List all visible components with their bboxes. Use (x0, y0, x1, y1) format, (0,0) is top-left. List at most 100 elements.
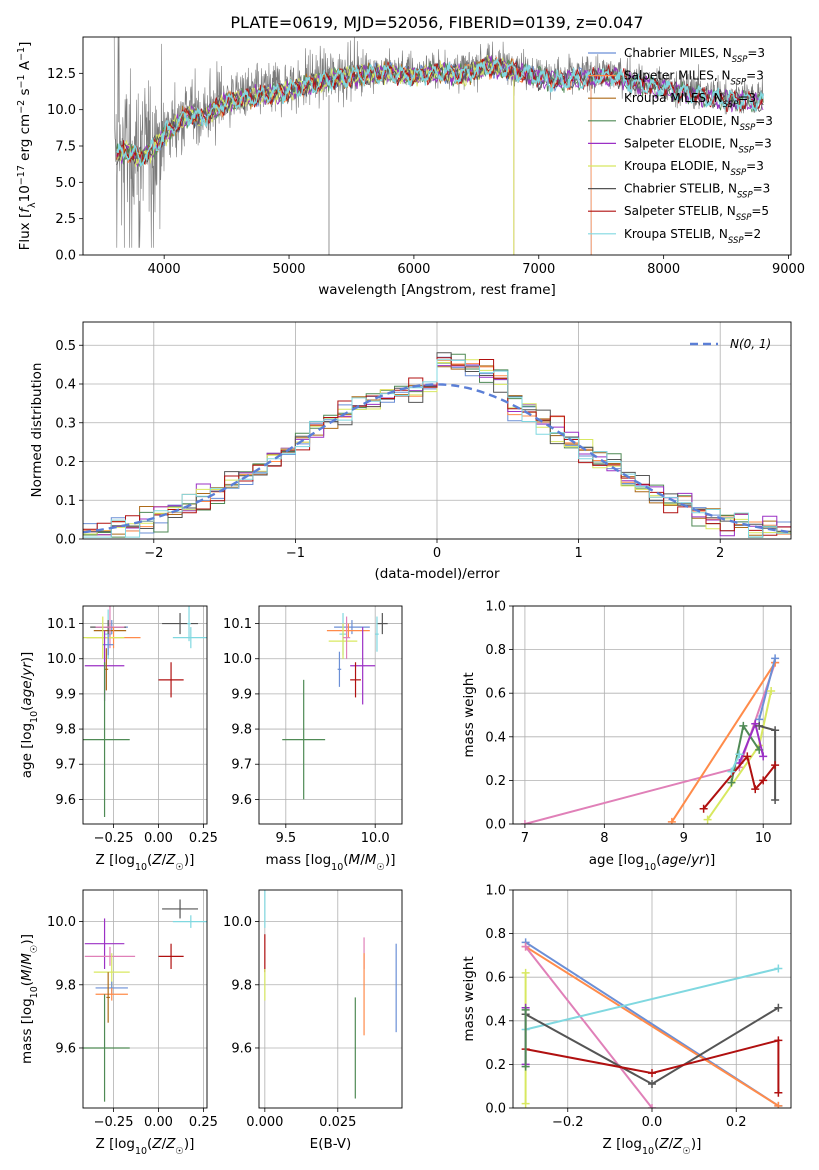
x-tick-label: 0.000 (246, 1115, 283, 1130)
x-tick-label: 9.5 (275, 831, 296, 846)
errorbar-point (83, 616, 125, 659)
y-tick-label: 0.6 (485, 687, 506, 702)
axes-frame (512, 605, 792, 825)
weight-marker (648, 1104, 656, 1108)
x-tick-label: 1 (574, 546, 582, 561)
errorbar-point (84, 946, 136, 966)
weight-series (521, 942, 656, 1108)
weight-marker (774, 1036, 783, 1045)
errorbar-point (343, 616, 351, 659)
y-tick-label: 0.4 (485, 730, 506, 745)
weight-marker (771, 726, 780, 735)
errorbar-point (375, 616, 379, 652)
errorbar-point (328, 623, 358, 659)
legend-label: Salpeter MILES, NSSP=3 (624, 69, 764, 88)
spectrum-legend: Chabrier MILES, NSSP=3 Salpeter MILES, NS… (588, 46, 773, 246)
y-tick-label: 0.4 (55, 378, 76, 393)
y-tick-label: 10.0 (223, 915, 252, 930)
x-tick-label: 7 (521, 831, 529, 846)
errorbar-point (83, 662, 130, 817)
legend-label: Kroupa STELIB, NSSP=2 (624, 227, 761, 246)
errorbar-point (326, 623, 370, 638)
y-tick-label: 0.0 (485, 1102, 506, 1117)
grid (83, 890, 207, 1108)
errorbar-point (95, 987, 128, 1001)
x-tick-label: 9000 (772, 262, 805, 277)
x-tick-label: 2 (716, 546, 724, 561)
errorbar-point (158, 943, 184, 969)
plot-area (520, 654, 780, 824)
x-tick-label: −1 (286, 546, 305, 561)
legend-label: Salpeter ELODIE, NSSP=3 (624, 136, 772, 155)
y-axis-label: Flux [fλ10−17 erg cm−2 s−1 A−1] (16, 42, 38, 251)
x-tick-label: 0.25 (189, 831, 218, 846)
y-tick-label: 2.5 (55, 212, 76, 227)
y-axis-label: mass [log10(M/M☉)] (19, 934, 40, 1064)
errorbar-point (106, 972, 110, 1023)
weight-marker (771, 761, 780, 770)
axes-frame (82, 889, 208, 1109)
y-tick-label: 9.6 (55, 793, 76, 808)
weight-marker (648, 1069, 656, 1078)
weight-marker (774, 1003, 783, 1012)
errorbar-point (162, 613, 199, 635)
x-tick-label: 8000 (647, 262, 680, 277)
y-tick-label: 0.4 (485, 1014, 506, 1029)
weight-marker (771, 654, 780, 663)
weight-marker (703, 815, 712, 824)
y-tick-label: 9.6 (231, 1041, 252, 1056)
weight-line (525, 1039, 780, 1093)
y-axis-label: Normed distribution (29, 363, 45, 498)
y-tick-label: 9.6 (55, 1041, 76, 1056)
x-axis-label: Z [log10(Z/Z☉)] (96, 1136, 195, 1157)
weight-marker (521, 1062, 530, 1071)
weight-marker (774, 1101, 783, 1108)
normal-curve (83, 383, 789, 534)
errorbar-point (162, 899, 199, 919)
weight-marker (727, 778, 736, 787)
x-tick-label: 0.25 (189, 1115, 218, 1130)
y-tick-label: 9.9 (55, 687, 76, 702)
weight-marker (521, 968, 530, 977)
y-tick-label: 7.5 (55, 140, 76, 155)
errorbar-point (83, 994, 130, 1102)
y-tick-label: 9.7 (231, 758, 252, 773)
legend-label: Salpeter STELIB, NSSP=5 (624, 204, 769, 223)
weight-line (758, 658, 777, 720)
y-tick-label: 10.0 (47, 652, 76, 667)
residuals-panel: −2 −1 0 1 2 0.0 0.1 0.2 0.3 0.4 0.5 N(0, 1) (data-mo… (29, 321, 792, 582)
y-tick-label: 10.0 (47, 103, 76, 118)
weight-vs-age-panel: 7 8 9 10 0.0 0.2 0.4 0.6 0.8 1.0 age [log10(age/yr… (461, 600, 792, 873)
age-vs-mass-panel: 9.5 10.0 9.6 9.7 9.8 9.9 10.0 10.1 mass [log10(M… (223, 605, 403, 873)
mass-vs-metallicity-panel: −0.25 0.00 0.25 9.6 9.8 10.0 Z [log10(Z/Z☉)] ma… (19, 889, 218, 1157)
y-tick-label: 0.2 (55, 455, 76, 470)
y-tick-label: 5.0 (55, 176, 76, 191)
weight-line (671, 662, 776, 823)
weight-line (525, 967, 779, 1031)
weight-series (521, 1005, 530, 1071)
axes-frame (82, 36, 792, 256)
y-tick-label: 10.0 (223, 652, 252, 667)
weight-line (524, 946, 653, 1108)
axes-frame (258, 889, 403, 1109)
y-tick-label: 0.2 (485, 774, 506, 789)
x-axis-label: Z [log10(Z/Z☉)] (603, 1136, 702, 1157)
axes-frame (82, 605, 208, 825)
weight-marker (521, 1099, 530, 1108)
x-tick-label: 0.00 (144, 1115, 173, 1130)
errorbar-point (172, 915, 207, 928)
errorbar-point (158, 662, 184, 698)
weight-marker (520, 820, 529, 824)
weight-marker (774, 964, 783, 973)
spectrum-panel: 4000 5000 6000 7000 8000 9000 0.0 2.5 5.0 7.5 10.0… (16, 36, 805, 298)
mass-vs-ebv-panel: 0.000 0.025 9.6 9.8 10.0 E(B-V) (223, 889, 403, 1152)
legend-label: Kroupa MILES, NSSP=3 (624, 91, 756, 110)
age-vs-metallicity-panel: −0.25 0.00 0.25 9.6 9.7 9.8 9.9 10.0 10.1 Z [log1… (19, 605, 218, 873)
y-tick-label: 9.8 (55, 723, 76, 738)
y-tick-label: 9.8 (231, 723, 252, 738)
errorbar-point (187, 606, 191, 642)
x-tick-label: 0.00 (144, 831, 173, 846)
model-spectrum-salpeter-miles (116, 56, 592, 255)
y-tick-label: 9.8 (231, 978, 252, 993)
weight-marker (755, 721, 764, 730)
